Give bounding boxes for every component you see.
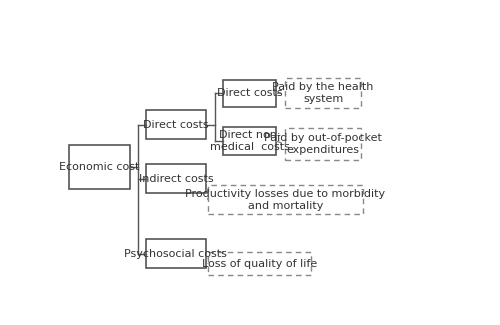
Text: Direct non-
medical  costs: Direct non- medical costs <box>210 130 290 152</box>
Text: Paid by the health
system: Paid by the health system <box>272 82 374 104</box>
Text: Productivity losses due to morbidity
and mortality: Productivity losses due to morbidity and… <box>185 189 386 211</box>
FancyBboxPatch shape <box>224 127 276 155</box>
Text: Indirect costs: Indirect costs <box>138 174 213 184</box>
Text: Psychosocial costs: Psychosocial costs <box>124 249 228 259</box>
Text: Economic cost: Economic cost <box>60 162 140 172</box>
Text: Direct costs: Direct costs <box>143 120 208 130</box>
FancyBboxPatch shape <box>224 80 276 107</box>
FancyBboxPatch shape <box>286 128 361 160</box>
FancyBboxPatch shape <box>208 185 363 214</box>
FancyBboxPatch shape <box>286 78 361 108</box>
FancyBboxPatch shape <box>146 110 206 139</box>
Text: Loss of quality of life: Loss of quality of life <box>202 259 317 268</box>
Text: Direct costs: Direct costs <box>216 88 282 98</box>
FancyBboxPatch shape <box>146 164 206 193</box>
Text: Paid by out-of-pocket
expenditures: Paid by out-of-pocket expenditures <box>264 133 382 155</box>
FancyBboxPatch shape <box>146 239 206 268</box>
FancyBboxPatch shape <box>70 145 130 189</box>
FancyBboxPatch shape <box>208 252 310 276</box>
